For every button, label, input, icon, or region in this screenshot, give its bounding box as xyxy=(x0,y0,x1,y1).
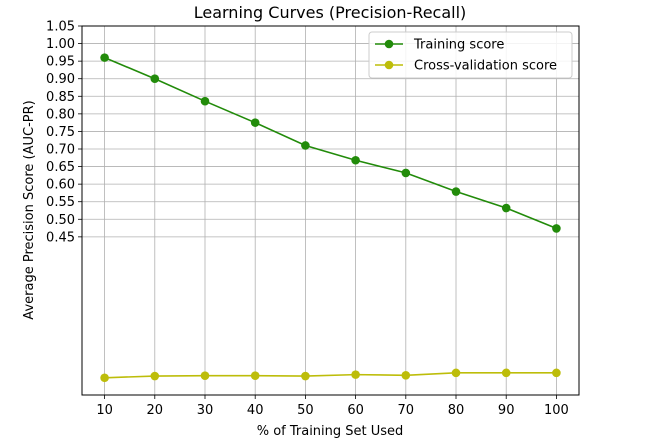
training-score-point xyxy=(150,74,160,84)
legend-training-score-label: Training score xyxy=(413,38,504,53)
cross-validation-score-line xyxy=(104,372,557,379)
cross-validation-score-point xyxy=(250,371,260,380)
legend-training-score-marker xyxy=(384,39,394,49)
cross-validation-score-point xyxy=(301,371,310,381)
cross-validation-score-point xyxy=(552,368,561,378)
y-tick-label: 0.75 xyxy=(46,125,75,140)
y-tick-label: 0.85 xyxy=(46,90,75,105)
x-tick-label: 40 xyxy=(247,403,264,418)
legend: Training score Cross-validation score xyxy=(368,31,573,79)
cross-validation-score-point xyxy=(401,371,411,380)
y-tick-label: 0.50 xyxy=(46,213,75,228)
training-score-point xyxy=(301,141,310,150)
y-axis-title: Average Precision Score (AUC-PR) xyxy=(22,100,37,319)
training-score-point xyxy=(451,187,461,196)
cross-validation-score-point xyxy=(501,368,511,378)
x-tick-label: 50 xyxy=(297,403,314,418)
y-axis-ticks: 0.45 0.50 0.55 0.60 0.65 0.70 0.75 0.80 0.85 0.90… xyxy=(46,20,82,245)
legend-cross-validation-score-marker xyxy=(384,60,394,70)
x-tick-label: 80 xyxy=(448,403,465,418)
training-score-point xyxy=(401,168,411,178)
x-axis-title: % of Training Set Used xyxy=(257,424,404,439)
cross-validation-score-point xyxy=(100,373,109,383)
series-layer xyxy=(100,53,561,383)
x-tick-label: 100 xyxy=(544,403,569,418)
y-tick-label: 0.55 xyxy=(46,195,75,210)
training-score-point xyxy=(501,203,511,213)
training-score-point xyxy=(552,224,561,233)
training-score-point xyxy=(250,118,260,127)
y-tick-label: 0.90 xyxy=(46,72,75,87)
chart-title: Learning Curves (Precision-Recall) xyxy=(194,3,467,22)
y-tick-label: 0.70 xyxy=(46,143,75,158)
x-tick-label: 10 xyxy=(96,403,113,418)
x-tick-label: 70 xyxy=(398,403,415,418)
x-tick-label: 20 xyxy=(147,403,164,418)
training-score-point xyxy=(100,53,109,62)
cross-validation-score-point xyxy=(351,370,360,379)
y-tick-label: 0.80 xyxy=(46,107,75,122)
x-tick-label: 30 xyxy=(197,403,214,418)
x-tick-label: 60 xyxy=(347,403,364,418)
cross-validation-score-point xyxy=(451,368,461,378)
cross-validation-score-point xyxy=(150,371,160,381)
x-axis-ticks: 10 20 30 40 50 60 70 80 90 100 xyxy=(96,395,569,418)
y-tick-label: 0.60 xyxy=(46,178,75,193)
cross-validation-score-point xyxy=(200,371,210,380)
y-tick-label: 0.65 xyxy=(46,160,75,175)
y-tick-label: 1.05 xyxy=(46,20,75,35)
y-tick-label: 0.95 xyxy=(46,55,75,70)
y-tick-label: 1.00 xyxy=(46,37,75,52)
training-score-line xyxy=(104,56,557,230)
y-tick-label: 0.45 xyxy=(46,230,75,245)
training-score-point xyxy=(200,96,210,106)
legend-box xyxy=(368,31,573,79)
plot-frame xyxy=(81,25,580,396)
legend-cross-validation-score-label: Cross-validation score xyxy=(414,59,557,74)
training-score-point xyxy=(351,155,360,165)
x-tick-label: 90 xyxy=(498,403,515,418)
